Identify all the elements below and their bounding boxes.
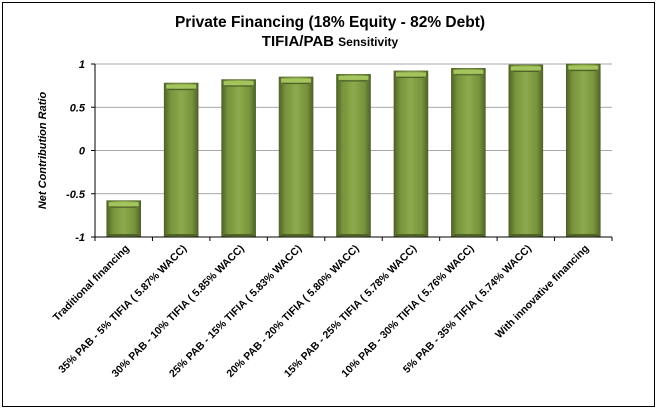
x-tick-label: 5% PAB - 35% TIFIA ( 5.74% WACC) <box>401 243 534 376</box>
bar-body <box>163 82 199 238</box>
bar-top-highlight <box>510 66 541 71</box>
y-tick-label: 1 <box>79 59 85 71</box>
bar <box>278 76 314 238</box>
y-tick-label: -1 <box>75 232 85 244</box>
chart-subtitle: TIFIA/PAB Sensitivity <box>0 33 660 50</box>
bar-body <box>508 64 544 238</box>
bar-body <box>221 79 256 238</box>
x-tick-label: With innovative financing <box>493 243 591 341</box>
bar-body <box>278 76 314 238</box>
bar <box>106 200 142 238</box>
bar-body <box>451 68 486 238</box>
bar <box>508 64 544 238</box>
bar-body <box>336 74 371 238</box>
bar-top-highlight <box>338 75 369 80</box>
y-tick-label: 0.5 <box>70 102 86 114</box>
y-axis-label: Net Contribution Ratio <box>37 92 49 210</box>
bar <box>336 74 371 238</box>
bar-top-highlight <box>568 65 599 70</box>
bars <box>106 63 601 238</box>
x-tick-label: 35% PAB - 5% TIFIA ( 5.87% WACC) <box>56 243 189 376</box>
bar-top-highlight <box>395 72 426 77</box>
bar-top-highlight <box>223 81 254 86</box>
bar-top-highlight <box>108 202 139 207</box>
y-tick-label: 0 <box>79 146 86 158</box>
chart-subtitle-main: TIFIA/PAB <box>261 33 339 50</box>
bar-top-highlight <box>453 69 484 74</box>
y-tick-labels: 1 0.5 0 -0.5 -1 <box>66 59 86 244</box>
y-tick-label: -0.5 <box>66 189 86 201</box>
bar-body <box>565 63 601 238</box>
bar <box>565 63 601 238</box>
bar-top-highlight <box>281 78 312 83</box>
bar-body <box>393 70 429 238</box>
bar <box>163 82 199 238</box>
axes <box>91 63 613 241</box>
bar-top-highlight <box>166 84 197 89</box>
bar <box>221 79 256 238</box>
bar <box>393 70 429 238</box>
bar <box>451 68 486 238</box>
chart-title: Private Financing (18% Equity - 82% Debt… <box>174 14 486 31</box>
chart-subtitle-small: Sensitivity <box>338 35 399 49</box>
